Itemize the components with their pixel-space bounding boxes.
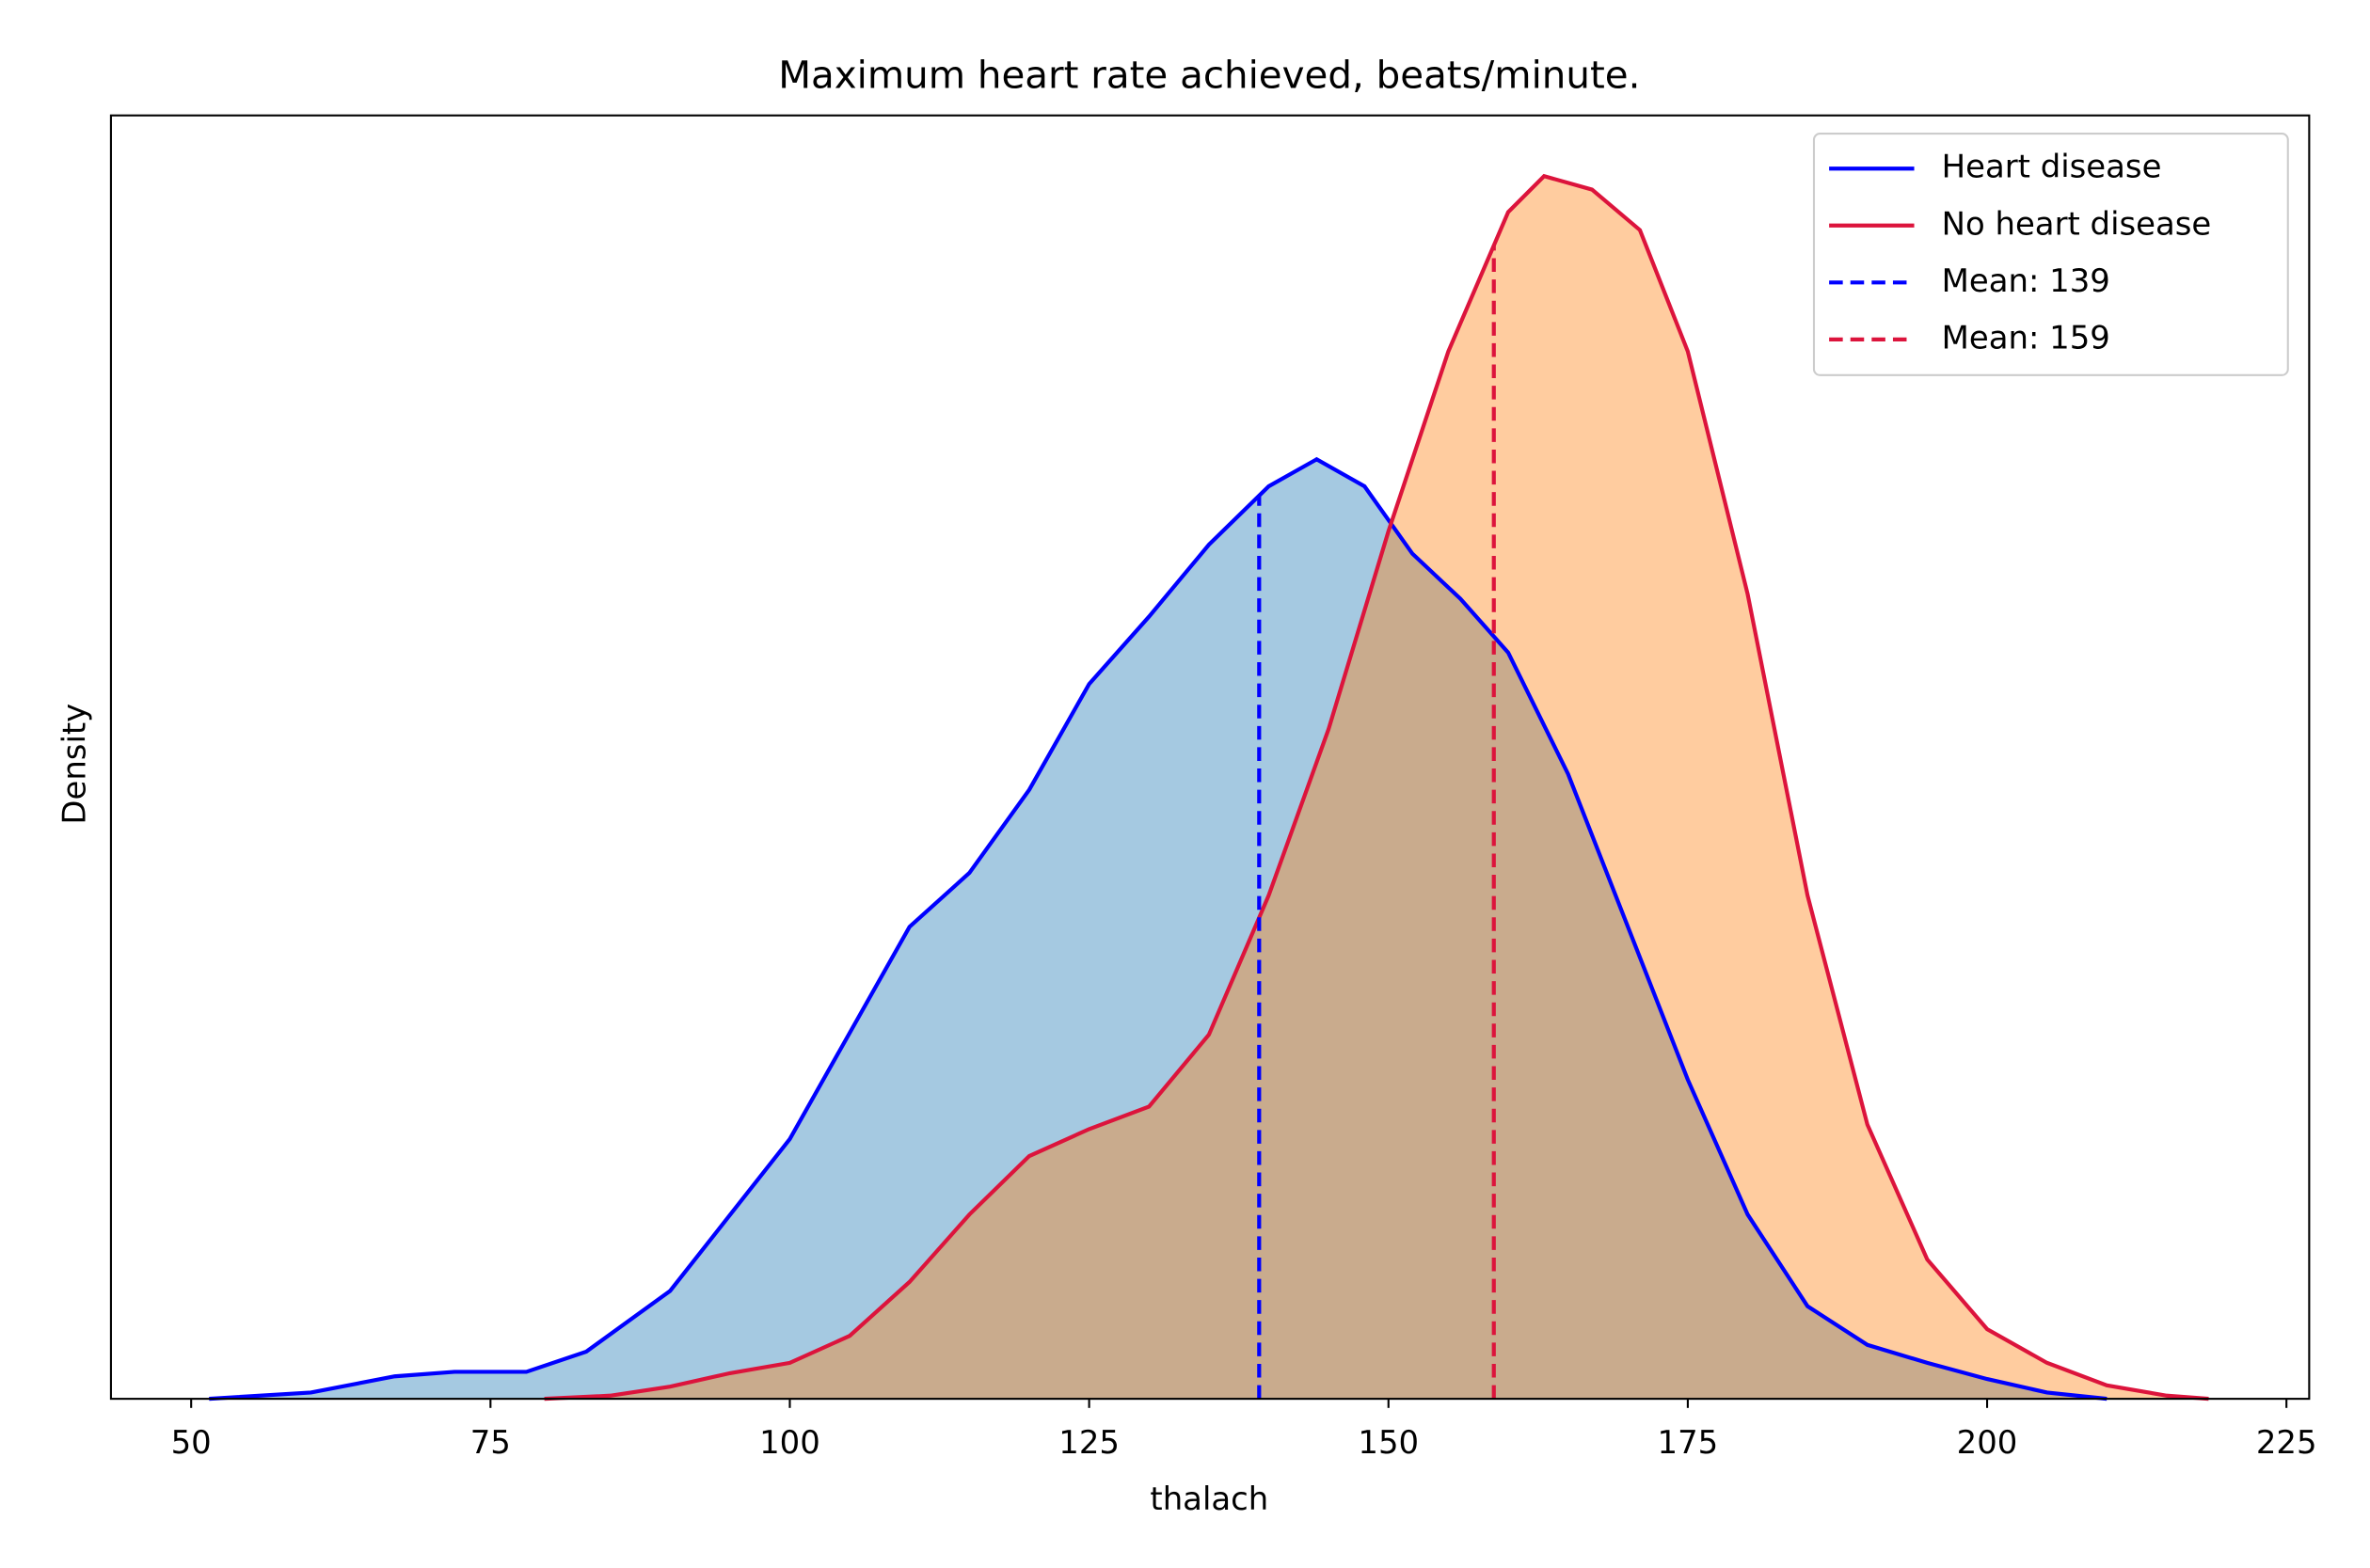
x-tick-label: 75 [470,1424,511,1461]
x-tick-label: 150 [1358,1424,1419,1461]
legend-label: Heart disease [1942,149,2162,185]
x-axis-label: thalach [1150,1481,1268,1517]
density-area [209,459,2108,1400]
legend-label: No heart disease [1942,205,2212,242]
x-tick-label: 175 [1658,1424,1719,1461]
chart-title: Maximum heart rate achieved, beats/minut… [778,53,1640,97]
y-axis-label: Density [56,704,92,825]
density-line [209,456,2108,1402]
x-tick-label: 125 [1058,1424,1120,1461]
legend-label: Mean: 139 [1942,262,2110,299]
density-line [544,173,2209,1402]
x-tick-label: 225 [2256,1424,2317,1461]
plot-frame [109,114,2311,1401]
legend-label: Mean: 159 [1942,319,2110,356]
x-tick-label: 200 [1957,1424,2018,1461]
x-tick-label: 50 [171,1424,212,1461]
density-area [544,176,2209,1400]
legend: Heart disease No heart disease Mean: 139 Me… [1812,133,2289,376]
x-tick-label: 100 [759,1424,820,1461]
legend-box [1812,133,2289,376]
